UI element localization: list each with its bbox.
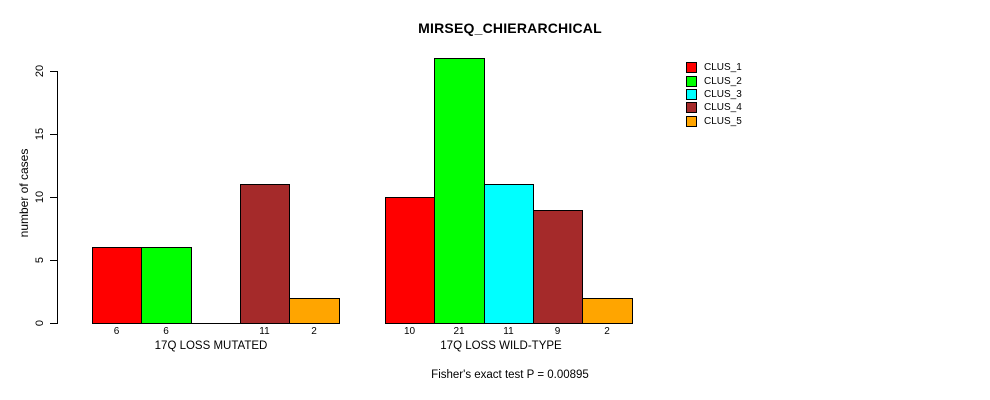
group-label-mutated: 17Q LOSS MUTATED <box>154 340 268 352</box>
legend-swatch <box>686 75 697 87</box>
legend-swatch <box>686 62 697 74</box>
bar-value-label: 11 <box>259 326 270 337</box>
legend-label: CLUS_2 <box>704 75 742 87</box>
y-tick-label: 10 <box>34 190 46 204</box>
bar-clus_4 <box>533 210 583 324</box>
y-tick-label: 15 <box>34 127 46 141</box>
bar-value-label: 11 <box>503 326 514 337</box>
bar-clus_1 <box>92 247 142 324</box>
y-tick-mark <box>50 71 58 72</box>
legend-swatch <box>686 88 697 100</box>
legend-item: CLUS_1 <box>686 61 742 74</box>
legend-label: CLUS_4 <box>704 102 742 114</box>
bar-value-label: 6 <box>113 326 120 337</box>
y-tick-mark <box>50 134 58 135</box>
bar-clus_5 <box>582 298 633 324</box>
bar-clus_1 <box>385 197 435 324</box>
bar-clus_3 <box>484 184 534 324</box>
legend-item: CLUS_3 <box>686 88 742 101</box>
footnote: Fisher's exact test P = 0.00895 <box>431 369 589 381</box>
y-tick-label: 5 <box>34 256 46 264</box>
legend: CLUS_1 CLUS_2 CLUS_3 CLUS_4 CLUS_5 <box>686 61 742 128</box>
bar-value-label: 9 <box>554 326 561 337</box>
group-label-wild-type: 17Q LOSS WILD-TYPE <box>440 340 562 352</box>
bar-clus_2 <box>141 247 192 324</box>
legend-swatch <box>686 115 697 127</box>
legend-label: CLUS_1 <box>704 62 742 74</box>
legend-swatch <box>686 102 697 114</box>
y-tick-mark <box>50 260 58 261</box>
legend-item: CLUS_4 <box>686 101 742 114</box>
legend-label: CLUS_3 <box>704 88 742 100</box>
y-axis-label: number of cases <box>17 148 31 238</box>
bar-value-label: 2 <box>311 326 317 337</box>
bar-clus_4 <box>240 184 290 324</box>
y-tick-label: 20 <box>34 64 46 78</box>
bar-clus_2 <box>434 58 485 324</box>
group-baseline <box>92 323 340 324</box>
legend-item: CLUS_5 <box>686 115 742 128</box>
y-tick-label: 0 <box>34 319 46 327</box>
bar-value-label: 6 <box>163 326 169 337</box>
bar-value-label: 21 <box>453 326 465 337</box>
legend-item: CLUS_2 <box>686 74 742 87</box>
chart-title: MIRSEQ_CHIERARCHICAL <box>418 20 602 36</box>
y-tick-mark <box>50 197 58 198</box>
bar-value-label: 10 <box>403 326 416 337</box>
legend-label: CLUS_5 <box>704 115 742 127</box>
bar-clus_5 <box>289 298 340 324</box>
y-tick-mark <box>50 323 58 324</box>
bar-value-label: 2 <box>604 326 610 337</box>
